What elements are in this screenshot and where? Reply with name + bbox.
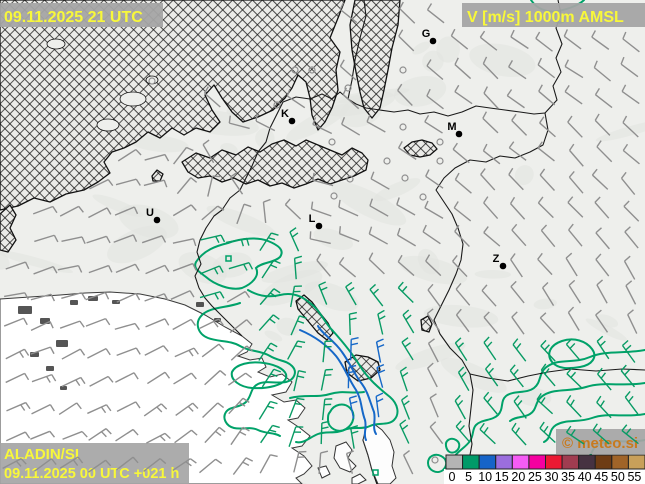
city-markers-layer: G K M U L Z xyxy=(146,28,507,270)
colorbar-label-25: 25 xyxy=(528,470,542,484)
colorbar-swatch-20 xyxy=(511,454,530,470)
colorbar-label-40: 40 xyxy=(578,470,592,484)
calm-circles-layer xyxy=(148,66,444,464)
colorbar-label-0: 0 xyxy=(449,470,456,484)
watermark-box: © meteo.si xyxy=(556,429,645,454)
colorbar-swatch-10 xyxy=(478,454,497,470)
valid-time-box: 09.11.2025 21 UTC xyxy=(0,3,163,27)
model-run-info-box: ALADIN/SI 09.11.2025 00 UTC +021 h xyxy=(0,443,189,484)
colorbar-label-10: 10 xyxy=(478,470,492,484)
colorbar-swatch-25 xyxy=(528,454,547,470)
colorbar-label-15: 15 xyxy=(495,470,509,484)
colorbar-swatch-15 xyxy=(495,454,513,470)
colorbar-swatch-0 xyxy=(445,454,464,470)
svg-text:M: M xyxy=(447,121,456,133)
watermark-text: © meteo.si xyxy=(562,435,638,452)
colorbar-swatch-30 xyxy=(545,454,563,470)
colorbar-label-5: 5 xyxy=(465,470,472,484)
colorbar-swatch-45 xyxy=(594,454,613,470)
svg-text:Z: Z xyxy=(493,253,500,265)
svg-text:G: G xyxy=(422,28,431,40)
city-marker-u: U xyxy=(146,207,161,224)
svg-text:K: K xyxy=(281,108,289,120)
colorbar-label-30: 30 xyxy=(545,470,559,484)
city-marker-m: M xyxy=(447,121,463,138)
parameter-title-text: V [m/s] 1000m AMSL xyxy=(467,9,624,26)
colorbar-label-55: 55 xyxy=(627,470,641,484)
sea-coastline-layer xyxy=(0,291,397,484)
svg-text:L: L xyxy=(309,213,316,225)
colorbar-swatch-5 xyxy=(462,454,480,470)
model-run-time: 09.11.2025 00 UTC +021 h xyxy=(4,466,179,482)
city-marker-g: G xyxy=(422,28,437,45)
country-border-layer xyxy=(194,0,645,456)
colorbar-label-50: 50 xyxy=(611,470,625,484)
wind-speed-colorbar: 0 5 10 15 20 25 30 35 40 45 50 55 xyxy=(444,454,645,484)
colorbar-swatch-35 xyxy=(561,454,580,470)
valid-time-text: 09.11.2025 21 UTC xyxy=(4,9,143,26)
colorbar-label-35: 35 xyxy=(561,470,575,484)
high-terrain-hatch-layer xyxy=(0,0,438,484)
city-marker-k: K xyxy=(281,108,296,125)
city-marker-z: Z xyxy=(493,253,507,270)
model-name: ALADIN/SI xyxy=(4,446,79,463)
city-marker-l: L xyxy=(309,213,323,230)
colorbar-swatch-50 xyxy=(611,454,629,470)
svg-text:U: U xyxy=(146,207,154,219)
colorbar-swatch-55 xyxy=(627,454,645,470)
colorbar-label-20: 20 xyxy=(511,470,525,484)
colorbar-label-45: 45 xyxy=(594,470,608,484)
wind-barbs-layer xyxy=(2,1,640,475)
parameter-title-box: V [m/s] 1000m AMSL xyxy=(462,3,645,27)
colorbar-swatch-40 xyxy=(578,454,596,470)
